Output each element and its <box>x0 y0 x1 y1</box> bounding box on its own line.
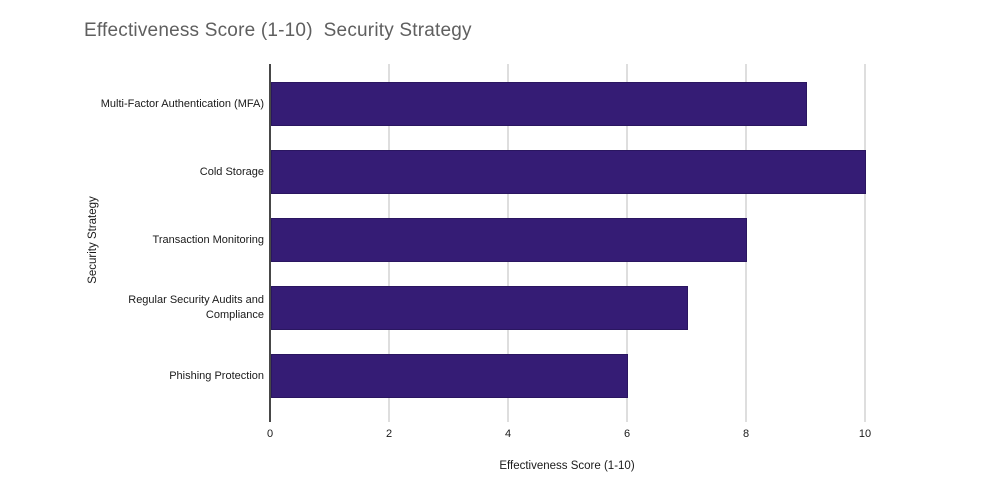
x-tick-label: 0 <box>266 428 274 440</box>
category-label: Phishing Protection <box>169 369 264 382</box>
x-tick-label: 4 <box>504 428 512 440</box>
category-label: Multi-Factor Authentication (MFA) <box>100 97 264 110</box>
chart-title: Effectiveness Score (1-10) Security Stra… <box>84 20 472 41</box>
category-label: Transaction Monitoring <box>152 233 264 246</box>
x-tick-label: 6 <box>623 428 631 440</box>
gridline <box>864 64 866 422</box>
x-tick-label: 10 <box>858 428 872 440</box>
category-label: Regular Security Audits and Compliance <box>128 294 264 321</box>
y-axis-line <box>269 64 271 422</box>
x-tick-label: 8 <box>742 428 750 440</box>
x-axis-title: Effectiveness Score (1-10) <box>499 460 635 472</box>
bar <box>271 286 688 330</box>
category-label: Cold Storage <box>199 165 264 178</box>
bar <box>271 150 866 194</box>
bar <box>271 354 628 398</box>
bar <box>271 82 807 126</box>
x-tick-label: 2 <box>385 428 393 440</box>
bar <box>271 218 747 262</box>
